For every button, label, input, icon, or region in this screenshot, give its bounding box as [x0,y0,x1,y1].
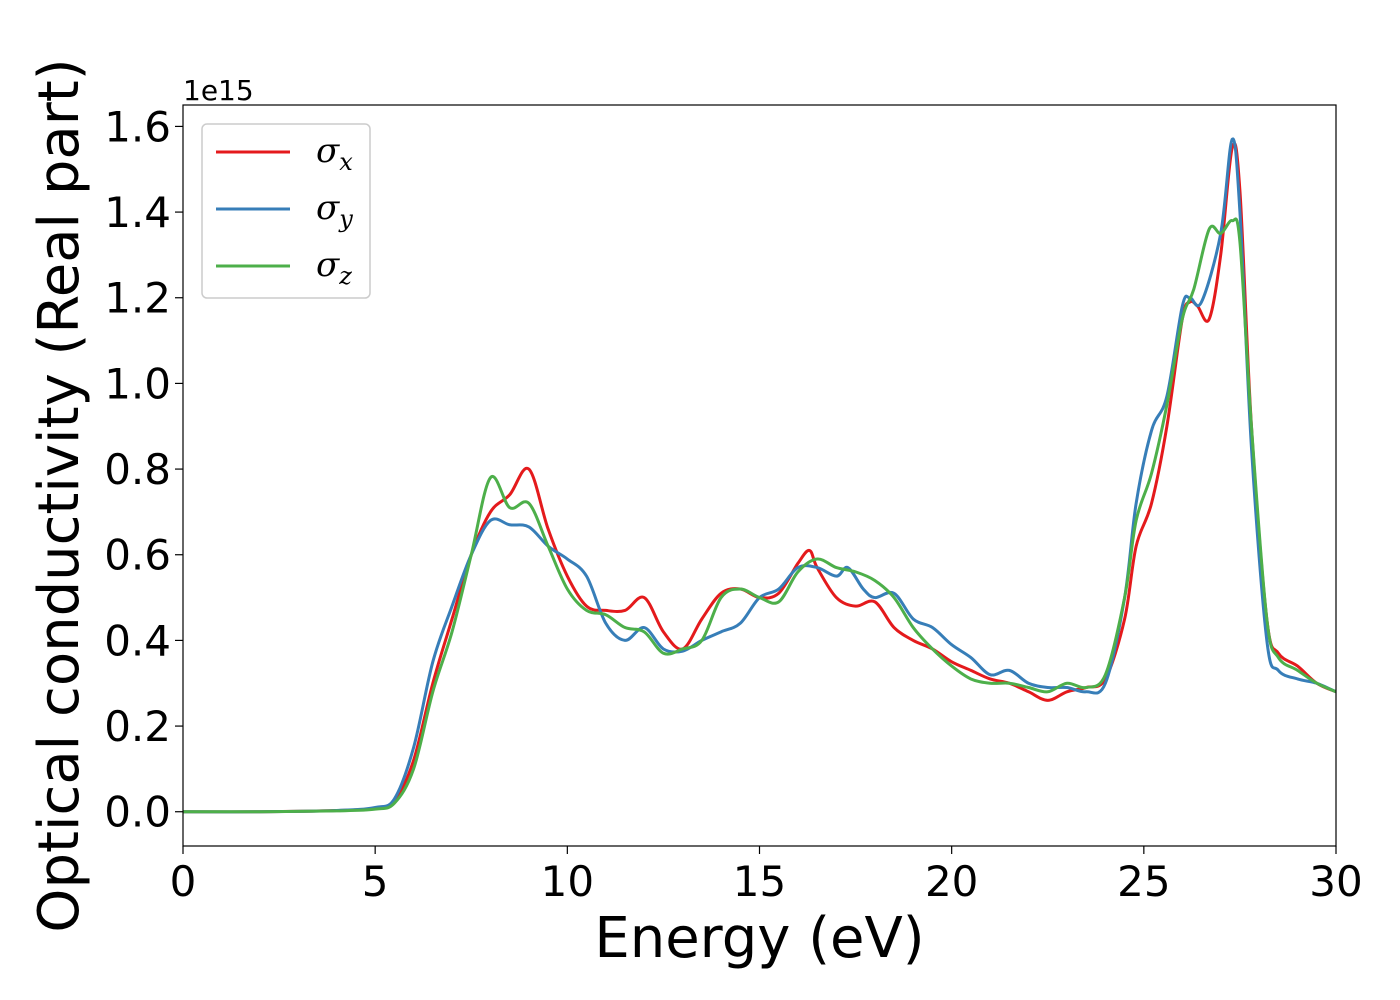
y-tick-label: 1.2 [104,274,171,323]
plot-area [183,137,1336,814]
x-tick-label: 10 [541,857,594,906]
legend-frame [201,123,371,299]
x-tick-label: 25 [1117,857,1170,906]
x-tick-label: 20 [925,857,978,906]
x-axis-title: Energy (eV) [594,906,924,971]
y-tick-label: 0.2 [104,702,171,751]
y-axis-title: Optical conductivity (Real part) [27,58,92,932]
legend: σx σy σz [201,123,371,299]
y-tick-label: 1.4 [104,188,171,237]
x-tick-label: 30 [1309,857,1362,906]
series-line-z [183,217,1336,814]
y-tick-label: 0.4 [104,616,171,665]
legend-label-z: σz [316,245,352,290]
series-line-x [183,142,1336,814]
y-tick-label: 1.6 [104,102,171,151]
x-tick-label: 5 [362,857,389,906]
x-tick-label: 0 [170,857,197,906]
legend-label-x: σx [316,131,353,176]
y-tick-label: 1.0 [104,359,171,408]
y-axis-offset-label: 1e15 [183,74,254,107]
legend-label-y: σy [316,188,353,233]
y-tick-label: 0.8 [104,445,171,494]
y-tick-label: 0.6 [104,531,171,580]
axes: 0 5 10 15 20 25 30 0.0 0.2 0.4 0.6 0.8 1.0 1.2 1.4 1.6 [104,102,1363,906]
x-tick-label: 15 [733,857,786,906]
series-line-y [183,137,1336,814]
y-tick-label: 0.0 [104,788,171,837]
